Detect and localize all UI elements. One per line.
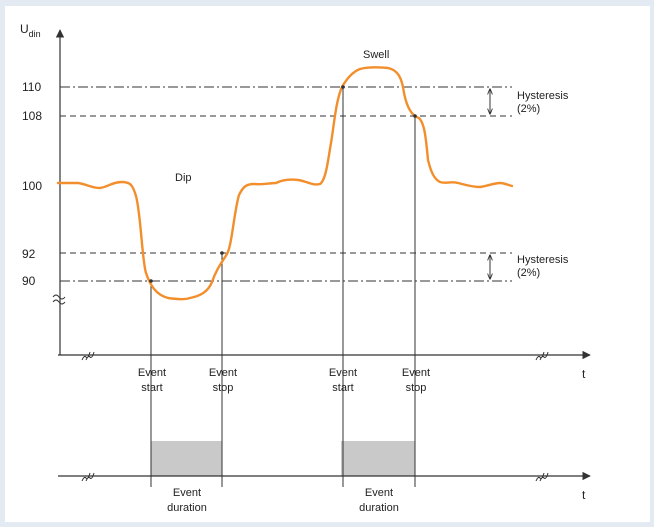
- event-label-swell-start: Event start: [329, 367, 357, 394]
- event-duration-bar-swell: [341, 441, 415, 476]
- y-axis-symbol: Udin: [20, 22, 41, 39]
- level-label-100: 100: [22, 179, 42, 193]
- swell-label: Swell: [363, 49, 389, 61]
- lower-axis-break-icon-left: [81, 472, 95, 482]
- hysteresis-label-top: Hysteresis (2%): [517, 90, 569, 115]
- event-label-dip-stop: Event stop: [209, 367, 237, 394]
- voltage-event-diagram: Udin t t 110 108 100 92 90 Hysteresis (2%…: [5, 6, 650, 522]
- level-label-110: 110: [22, 80, 41, 94]
- time-axis-break-icon-right: [535, 351, 549, 361]
- time-axis-break-icon-left: [81, 351, 95, 361]
- voltage-waveform: [56, 66, 514, 301]
- event-start-marker-swell: [341, 85, 345, 89]
- lower-time-axis-label: t: [582, 488, 586, 502]
- duration-label-dip: Event duration: [167, 487, 207, 514]
- event-label-swell-stop: Event stop: [402, 367, 430, 394]
- y-axis-break-icon: [52, 294, 66, 305]
- hysteresis-label-bottom: Hysteresis (2%): [517, 254, 569, 279]
- event-start-marker-dip: [149, 279, 153, 283]
- event-duration-bar-dip: [151, 441, 222, 476]
- lower-axis-break-icon-right: [535, 472, 549, 482]
- duration-label-swell: Event duration: [359, 487, 399, 514]
- level-label-108: 108: [22, 109, 42, 123]
- level-label-90: 90: [22, 274, 36, 288]
- diagram-canvas: Udin t t 110 108 100 92 90 Hysteresis (2%…: [20, 22, 591, 514]
- event-stop-marker-dip: [220, 251, 224, 255]
- level-label-92: 92: [22, 247, 36, 261]
- time-axis-label: t: [582, 367, 586, 381]
- event-stop-marker-swell: [413, 114, 417, 118]
- event-label-dip-start: Event start: [138, 367, 166, 394]
- dip-label: Dip: [175, 172, 192, 184]
